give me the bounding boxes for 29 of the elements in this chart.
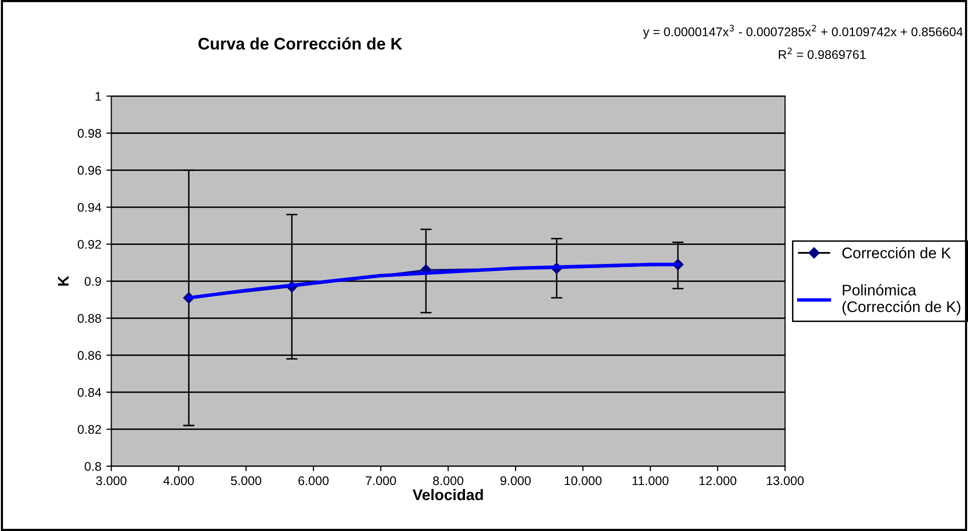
x-tick-label: 13.000 — [766, 476, 804, 486]
chart-title: Curva de Corrección de K — [198, 37, 402, 50]
y-tick-label: 0.88 — [78, 314, 102, 323]
legend-label: Polinómica (Corrección de K) — [842, 284, 960, 316]
x-tick-label: 6.000 — [298, 476, 329, 486]
y-tick-label: 0.84 — [78, 388, 102, 397]
x-tick-label: 5.000 — [230, 476, 262, 486]
y-tick-label: 0.92 — [78, 240, 101, 249]
y-tick-label: 0.82 — [78, 425, 101, 434]
x-tick-label: 8.000 — [433, 476, 464, 486]
text: y = 0.0000147x$^{3}$ - 0.0007285x$^{2}$ + 0.0109742x + 0.856604 — [643, 24, 963, 39]
x-tick-label: 9.000 — [500, 476, 531, 486]
y-tick-label: 0.94 — [78, 202, 102, 212]
y-tick-label: 0.86 — [78, 350, 102, 360]
x-tick-label: 7.000 — [366, 476, 396, 486]
y-tick-label: 1 — [96, 92, 101, 101]
y-tick-label: 0.9 — [84, 276, 102, 286]
x-tick-label: 10.000 — [564, 476, 602, 486]
y-axis-title: K — [58, 276, 69, 286]
x-tick-label: 11.000 — [632, 476, 668, 486]
y-tick-label: 0.8 — [84, 462, 102, 471]
x-axis-title: Velocidad — [412, 488, 483, 500]
x-tick-label: 4.000 — [163, 476, 194, 486]
y-tick-label: 0.96 — [78, 166, 102, 175]
x-tick-label: 12.000 — [700, 476, 736, 486]
legend-label: Corrección de K — [842, 246, 951, 258]
text: R$^{2}$ = 0.9869761 — [778, 48, 866, 60]
y-tick-label: 0.98 — [78, 128, 102, 138]
x-tick-label: 3.000 — [96, 476, 126, 486]
